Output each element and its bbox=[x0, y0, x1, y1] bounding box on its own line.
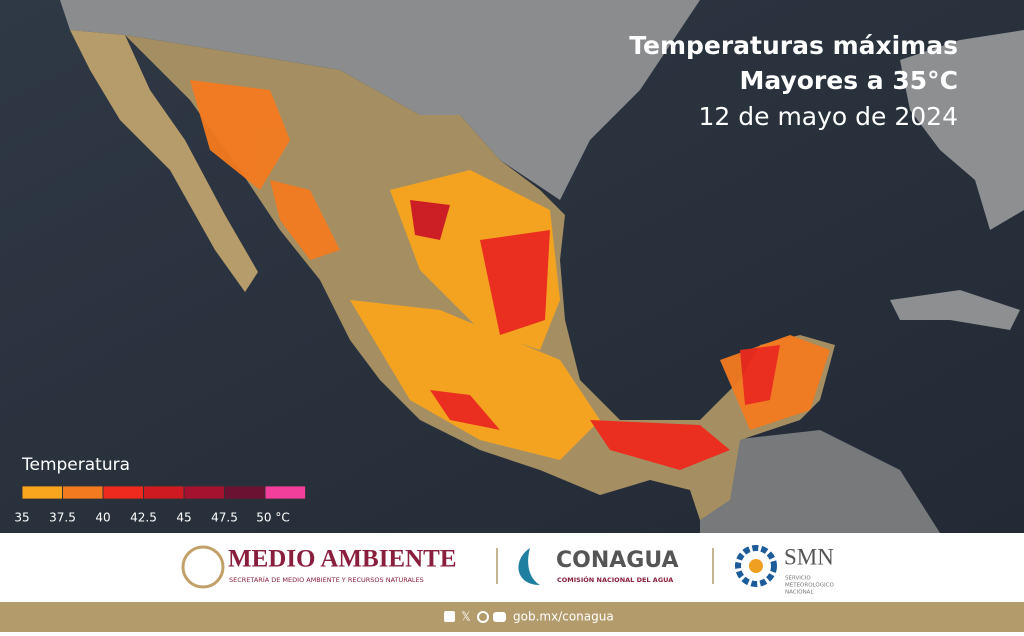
smn-name: SMN bbox=[784, 544, 834, 569]
title: Temperaturas máximas bbox=[629, 31, 958, 60]
legend-swatch bbox=[21, 485, 63, 500]
legend: 35 37.5 40 42.5 45 47.5 50 °C bbox=[14, 485, 306, 525]
legend-tick-label: 35 bbox=[14, 511, 29, 525]
cuba bbox=[890, 290, 1020, 330]
legend-swatch bbox=[264, 485, 306, 500]
smn-logo bbox=[735, 545, 777, 587]
date: 12 de mayo de 2024 bbox=[699, 102, 959, 131]
instagram-icon[interactable] bbox=[477, 611, 489, 623]
legend-tick-label: 37.5 bbox=[49, 511, 76, 525]
footer bbox=[0, 533, 1024, 602]
legend-tick-label: 45 bbox=[176, 511, 191, 525]
conagua-logo bbox=[518, 548, 540, 585]
heat-area bbox=[480, 230, 550, 335]
usa-land bbox=[60, 0, 700, 200]
legend-title: Temperatura bbox=[21, 455, 130, 475]
conagua-subtitle: COMISIÓN NACIONAL DEL AGUA bbox=[557, 575, 673, 584]
legend-swatch bbox=[62, 485, 104, 500]
semarnat-subtitle: SECRETARÍA DE MEDIO AMBIENTE Y RECURSOS … bbox=[229, 575, 424, 584]
heat-area bbox=[740, 345, 780, 405]
legend-tick-label: 47.5 bbox=[211, 511, 238, 525]
social-icons: 𝕏 bbox=[444, 610, 506, 624]
heat-area bbox=[350, 300, 600, 460]
smn-subtitle: SERVICIO bbox=[785, 576, 811, 582]
florida bbox=[900, 30, 1024, 230]
smn-logo-center bbox=[749, 559, 763, 573]
semarnat-name: MEDIO AMBIENTE bbox=[228, 546, 457, 573]
mexico-seal bbox=[181, 545, 225, 589]
legend-tick-label: 40 bbox=[95, 511, 110, 525]
smn-subtitle: NACIONAL bbox=[785, 590, 814, 596]
heat-area bbox=[190, 80, 290, 190]
heat-area bbox=[430, 390, 500, 430]
url[interactable]: gob.mx/conagua bbox=[513, 610, 614, 624]
smn-subtitle: METEOROLÓGICO bbox=[785, 582, 834, 589]
heat-area bbox=[410, 200, 450, 240]
legend-swatch bbox=[102, 485, 144, 500]
legend-swatch bbox=[143, 485, 185, 500]
legend-tick-label: 42.5 bbox=[130, 511, 157, 525]
x-icon[interactable]: 𝕏 bbox=[461, 610, 471, 624]
footer-bar bbox=[0, 602, 1024, 632]
facebook-icon[interactable] bbox=[444, 611, 455, 622]
heat-area bbox=[270, 180, 340, 260]
legend-tick-label: 50 °C bbox=[256, 511, 289, 525]
heat-areas bbox=[190, 80, 830, 470]
subtitle: Mayores a 35°C bbox=[739, 66, 958, 95]
conagua-name: CONAGUA bbox=[556, 548, 679, 573]
central-america bbox=[700, 430, 940, 533]
baja-california bbox=[70, 30, 258, 292]
legend-swatch bbox=[224, 485, 266, 500]
youtube-icon[interactable] bbox=[493, 612, 506, 622]
legend-swatch bbox=[183, 485, 225, 500]
heat-area bbox=[590, 420, 730, 470]
